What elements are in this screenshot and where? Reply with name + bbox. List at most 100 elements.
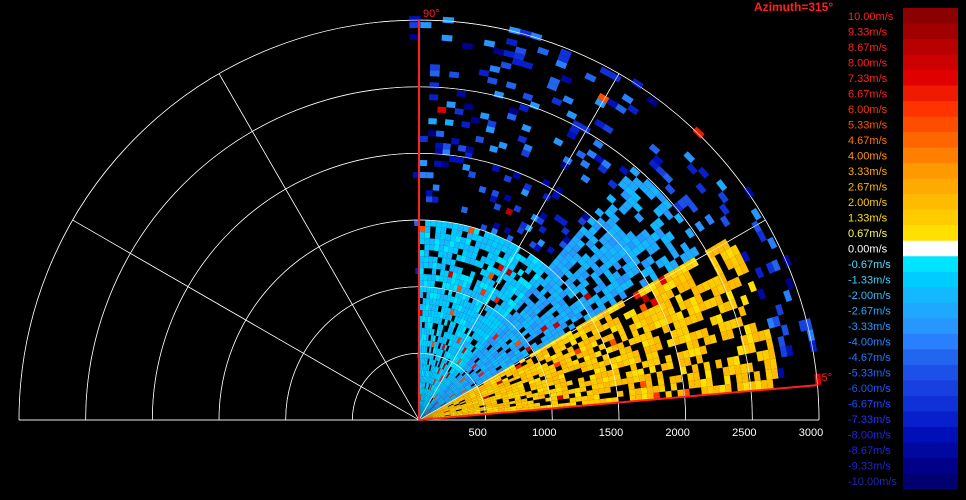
velocity-cell — [549, 317, 558, 325]
velocity-cell — [569, 125, 580, 135]
velocity-cell — [557, 329, 566, 337]
velocity-cell — [422, 310, 426, 317]
velocity-cell — [467, 407, 474, 411]
velocity-cell — [474, 409, 481, 413]
velocity-cell — [439, 375, 444, 382]
velocity-cell — [583, 292, 592, 301]
velocity-cell — [663, 299, 673, 309]
velocity-cell — [575, 230, 585, 240]
velocity-cell — [515, 313, 523, 322]
velocity-cell — [620, 190, 631, 201]
velocity-cell — [763, 328, 772, 340]
velocity-cell — [442, 251, 448, 259]
velocity-cell — [465, 366, 472, 372]
velocity-cell — [538, 394, 546, 400]
velocity-cell — [470, 394, 477, 399]
velocity-cell — [664, 231, 675, 242]
velocity-cell — [603, 381, 611, 389]
velocity-cell — [450, 376, 456, 382]
velocity-cell — [754, 380, 762, 391]
velocity-cell — [616, 228, 627, 239]
velocity-cell — [503, 404, 511, 408]
velocity-cell — [502, 273, 510, 282]
velocity-cell — [421, 376, 423, 383]
velocity-cell — [484, 370, 491, 376]
velocity-cell — [607, 237, 618, 247]
velocity-cell — [409, 16, 421, 23]
velocity-cell — [626, 196, 637, 207]
velocity-cell — [485, 403, 492, 407]
velocity-cell — [424, 401, 427, 408]
velocity-cell — [720, 330, 729, 341]
velocity-cell — [664, 183, 676, 195]
velocity-cell — [427, 364, 431, 371]
velocity-cell — [682, 349, 690, 359]
velocity-cell — [409, 34, 421, 41]
velocity-cell — [459, 325, 465, 332]
velocity-cell — [450, 228, 458, 236]
velocity-cell — [496, 337, 504, 345]
velocity-cell — [476, 343, 483, 350]
velocity-cell — [426, 416, 433, 419]
velocity-cell — [688, 380, 696, 389]
velocity-cell — [709, 315, 718, 326]
velocity-cell — [589, 374, 597, 381]
velocity-cell — [542, 299, 551, 307]
velocity-cell — [647, 322, 657, 332]
velocity-cell — [420, 416, 427, 420]
velocity-cell — [449, 234, 457, 242]
velocity-cell — [576, 239, 586, 249]
velocity-cell — [628, 181, 639, 192]
velocity-cell — [513, 303, 521, 312]
velocity-cell — [612, 316, 621, 326]
velocity-cell — [539, 314, 548, 322]
velocity-cell — [461, 390, 468, 395]
velocity-cell — [460, 388, 467, 394]
colorbar-label: -10.00m/s — [848, 476, 897, 488]
velocity-cell — [514, 46, 527, 56]
velocity-cell — [490, 368, 497, 375]
velocity-cell — [715, 241, 726, 254]
velocity-cell — [428, 328, 433, 335]
velocity-cell — [636, 242, 646, 253]
velocity-cell — [432, 317, 437, 324]
velocity-cell — [470, 372, 477, 378]
velocity-cell — [512, 311, 520, 319]
velocity-cell — [420, 22, 432, 29]
velocity-cell — [420, 413, 424, 419]
velocity-cell — [673, 266, 684, 277]
velocity-cell — [562, 155, 573, 166]
velocity-cell — [462, 340, 469, 348]
velocity-cell — [672, 201, 684, 213]
velocity-cell — [529, 382, 537, 388]
velocity-cell — [521, 401, 528, 406]
velocity-cell — [543, 389, 551, 395]
velocity-cell — [505, 38, 518, 47]
velocity-cell — [438, 415, 445, 418]
velocity-cell — [488, 259, 496, 267]
velocity-cell — [642, 178, 654, 190]
colorbar-swatch — [903, 318, 958, 335]
velocity-cell — [637, 368, 645, 376]
velocity-cell — [701, 280, 711, 292]
velocity-cell — [441, 376, 446, 383]
velocity-cell — [466, 308, 473, 316]
velocity-cell — [424, 328, 428, 335]
colorbar-swatch — [903, 132, 958, 149]
velocity-cell — [557, 54, 570, 64]
velocity-cell — [513, 52, 526, 61]
velocity-cell — [532, 288, 540, 297]
velocity-cell — [459, 387, 466, 393]
velocity-cell — [521, 279, 529, 288]
velocity-cell — [420, 414, 425, 419]
velocity-cell — [736, 382, 744, 393]
velocity-cell — [519, 221, 528, 230]
velocity-cell — [426, 328, 430, 335]
velocity-cell — [449, 410, 457, 413]
velocity-cell — [429, 292, 434, 299]
velocity-cell — [441, 282, 447, 289]
velocity-cell — [659, 255, 670, 266]
velocity-cell — [422, 358, 425, 365]
velocity-cell — [487, 364, 494, 371]
velocity-cell — [427, 396, 431, 402]
